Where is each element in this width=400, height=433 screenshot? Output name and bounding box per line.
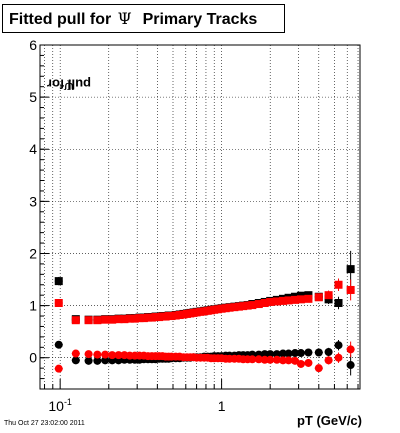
- axis-ticks: [40, 44, 359, 390]
- data-point-circle: [101, 356, 110, 365]
- data-point-circle: [314, 364, 323, 373]
- data-point-circle: [284, 349, 293, 358]
- data-point-circle: [324, 347, 333, 356]
- y-tick-label: 6: [29, 37, 37, 53]
- data-point-circle: [260, 350, 269, 359]
- y-tick-label: 0: [29, 350, 37, 366]
- data-point-circle: [278, 356, 287, 365]
- data-point-circle: [93, 350, 102, 359]
- data-point-square: [248, 301, 257, 310]
- data-point-square: [114, 315, 123, 324]
- data-point-square: [135, 314, 144, 323]
- data-point-square: [239, 302, 248, 311]
- data-point-square: [125, 314, 134, 323]
- data-point-circle: [84, 350, 93, 359]
- data-point-square: [130, 314, 139, 323]
- psi-symbol: Ψ: [117, 9, 132, 28]
- data-point-square: [108, 315, 117, 324]
- data-point-circle: [114, 351, 123, 360]
- data-point-circle: [296, 349, 305, 358]
- y-axis-label: pull for Ψ: [3, 40, 91, 150]
- data-point-circle: [108, 351, 117, 360]
- y-tick-label: 5: [29, 89, 37, 105]
- data-point-circle: [284, 356, 293, 365]
- data-point-circle: [93, 356, 102, 365]
- data-point-square: [234, 302, 243, 311]
- data-point-circle: [334, 353, 343, 362]
- data-point-circle: [346, 361, 355, 370]
- data-point-square: [346, 265, 355, 274]
- data-point-circle: [291, 356, 300, 365]
- y-tick-label: 1: [29, 298, 37, 314]
- data-point-square: [291, 295, 300, 304]
- data-point-square: [334, 280, 343, 289]
- data-point-square: [101, 315, 110, 324]
- data-point-square: [272, 297, 281, 306]
- data-point-square: [243, 301, 252, 310]
- data-point-circle: [278, 349, 287, 358]
- data-point-circle: [291, 349, 300, 358]
- data-point-circle: [304, 358, 313, 367]
- data-point-circle: [248, 355, 257, 364]
- x-tick-label: 10-1: [48, 397, 72, 414]
- data-point-square: [230, 303, 239, 312]
- timestamp: Thu Oct 27 23:02:00 2011: [4, 420, 85, 427]
- data-point-square: [304, 294, 313, 303]
- data-point-square: [278, 296, 287, 305]
- data-point-square: [296, 295, 305, 304]
- data-point-square: [217, 304, 226, 313]
- data-point-square: [139, 314, 148, 323]
- data-point-square: [54, 277, 63, 286]
- data-point-circle: [304, 348, 313, 357]
- plot-frame: [39, 44, 361, 390]
- data-point-circle: [266, 350, 275, 359]
- data-point-circle: [266, 355, 275, 364]
- data-point-circle: [260, 355, 269, 364]
- data-point-square: [346, 285, 355, 294]
- data-point-circle: [54, 340, 63, 349]
- chart-title-prefix: Fitted pull for: [9, 11, 112, 28]
- x-tick-label: 1: [218, 398, 226, 414]
- data-point-circle: [314, 348, 323, 357]
- y-tick-label: 3: [29, 193, 37, 209]
- data-point-circle: [272, 350, 281, 359]
- data-point-circle: [346, 345, 355, 354]
- data-point-square: [266, 297, 275, 306]
- data-point-circle: [272, 355, 281, 364]
- data-point-circle: [324, 356, 333, 365]
- x-tick-label-exponent: -1: [64, 397, 72, 407]
- data-point-square: [324, 295, 333, 304]
- data-point-square: [284, 296, 293, 305]
- data-point-square: [334, 299, 343, 307]
- data-markers: [54, 265, 355, 373]
- data-point-circle: [296, 359, 305, 368]
- data-point-square: [254, 300, 263, 309]
- chart-title-suffix: Primary Tracks: [142, 11, 258, 28]
- data-point-square: [167, 312, 176, 321]
- data-point-square: [225, 303, 234, 312]
- chart-title: Fitted pull for Ψ Primary Tracks: [2, 4, 285, 33]
- data-point-square: [314, 293, 323, 302]
- data-point-circle: [84, 356, 93, 365]
- data-point-square: [260, 299, 269, 307]
- grid-lines: [40, 44, 360, 389]
- data-point-circle: [71, 356, 80, 365]
- data-point-square: [324, 291, 333, 300]
- data-point-square: [84, 316, 93, 325]
- data-point-square: [54, 299, 63, 307]
- data-point-square: [120, 315, 129, 324]
- data-point-square: [71, 316, 80, 325]
- data-point-square: [93, 316, 102, 325]
- x-axis-label: pT (GeV/c): [296, 413, 362, 428]
- data-point-circle: [71, 349, 80, 358]
- y-axis-psi-symbol: Ψ: [63, 76, 75, 92]
- y-tick-label: 4: [29, 141, 37, 157]
- y-tick-label: 2: [29, 245, 37, 261]
- data-point-circle: [334, 341, 343, 350]
- data-point-circle: [254, 355, 263, 364]
- data-point-circle: [54, 364, 63, 373]
- data-point-circle: [101, 350, 110, 359]
